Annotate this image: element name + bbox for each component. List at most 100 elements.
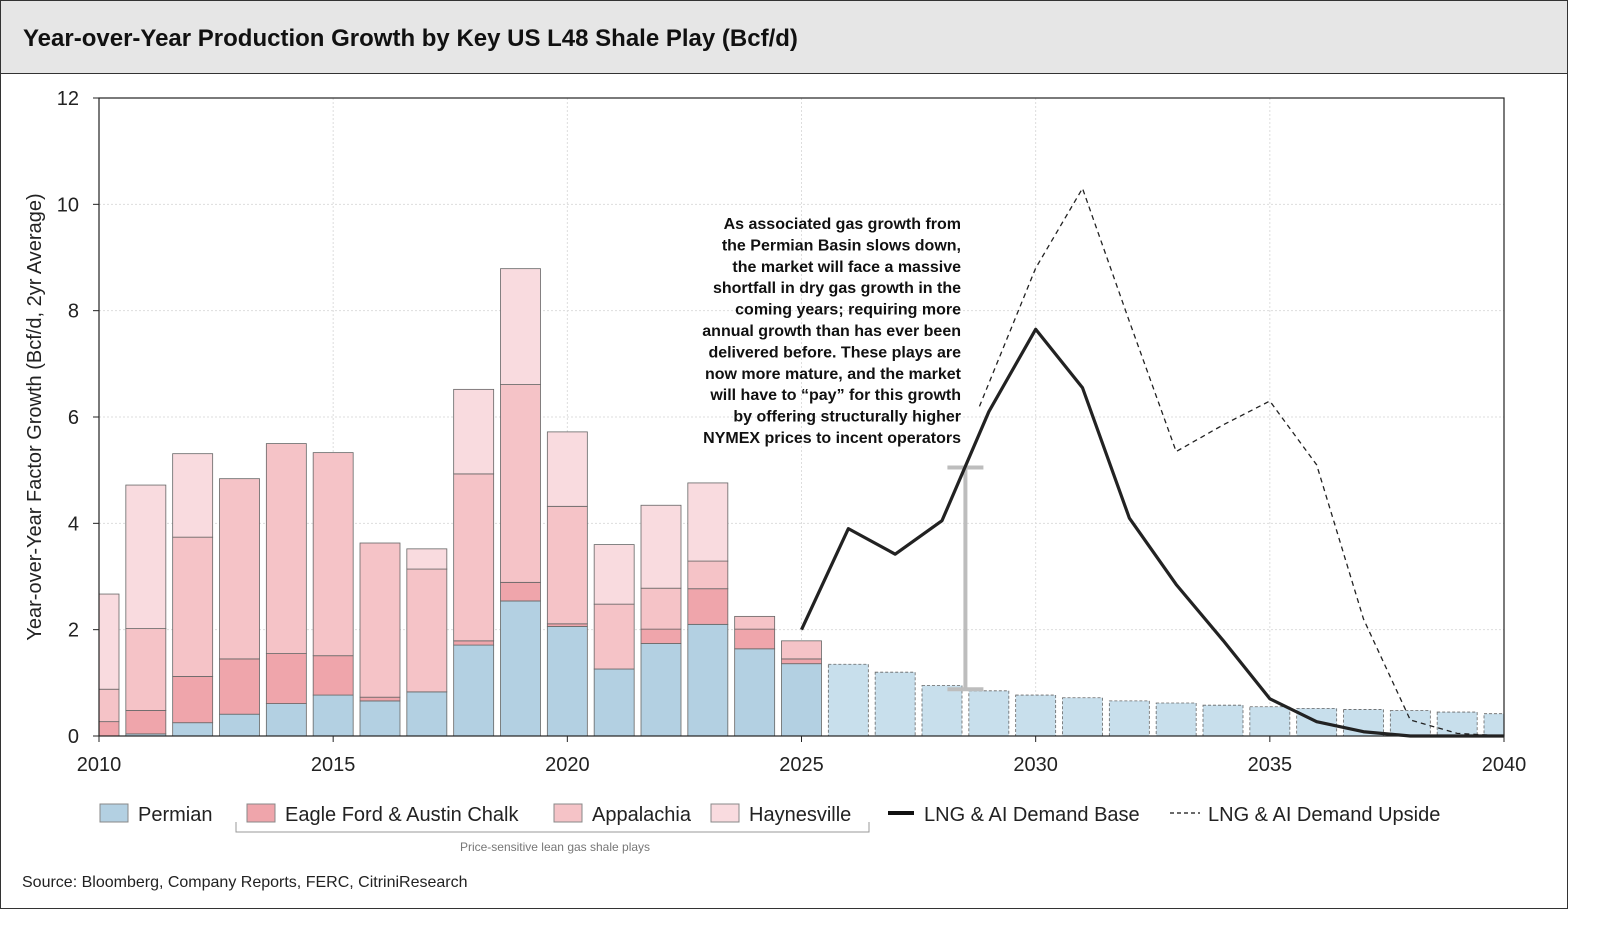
bar-permian-projected — [1249, 706, 1291, 736]
bar-eagle-ford-austin-chalk — [99, 721, 120, 736]
legend-swatch — [553, 803, 583, 823]
bar-haynesville — [125, 484, 167, 630]
bar-permian — [781, 663, 822, 736]
bar-permian-projected — [1155, 702, 1197, 736]
line-base — [800, 327, 1504, 738]
bar-appalachia — [125, 628, 167, 711]
x-tick-label: 2030 — [1013, 754, 1058, 776]
bar-permian — [687, 623, 729, 736]
y-tick-label: 8 — [68, 301, 79, 323]
bar-permian-projected — [968, 690, 1010, 736]
bar-appalachia — [546, 505, 588, 625]
annotation-line: shortfall in dry gas growth in the — [713, 280, 961, 297]
y-tick-label: 0 — [68, 726, 79, 748]
bar-permian — [453, 644, 495, 736]
annotation-line: coming years; requiring more — [735, 302, 961, 319]
bar-eagle-ford-austin-chalk — [219, 658, 260, 715]
bar-appalachia — [219, 478, 260, 660]
annotation-line: now more mature, and the market — [705, 366, 962, 383]
bar-permian-projected — [1202, 704, 1244, 736]
y-tick-label: 10 — [57, 194, 79, 216]
legend-label: Appalachia — [592, 804, 692, 826]
y-tick-label: 12 — [57, 88, 79, 110]
x-tick-label: 2035 — [1248, 754, 1293, 776]
bar-eagle-ford-austin-chalk — [500, 581, 541, 602]
bar-eagle-ford-austin-chalk — [734, 628, 776, 650]
bar-permian — [640, 643, 682, 736]
line-upside — [978, 186, 1505, 737]
bar-haynesville — [406, 548, 448, 570]
bar-permian-projected — [1062, 697, 1103, 736]
legend-group-label: Price-sensitive lean gas shale plays — [460, 840, 650, 854]
y-tick-label: 4 — [68, 513, 79, 535]
bar-permian-projected — [1108, 700, 1150, 736]
bar-appalachia — [593, 603, 635, 670]
x-tick-label: 2040 — [1482, 754, 1527, 776]
annotation-line: annual growth than has ever been — [702, 323, 961, 340]
annotation-line: the Permian Basin slows down, — [722, 237, 961, 254]
x-tick-label: 2025 — [779, 754, 824, 776]
source-note: Source: Bloomberg, Company Reports, FERC… — [22, 874, 468, 891]
chart-frame — [0, 0, 1568, 909]
bar-eagle-ford-austin-chalk — [640, 628, 682, 644]
annotation-line: by offering structurally higher — [733, 409, 961, 426]
bar-permian — [500, 600, 541, 736]
y-tick-label: 6 — [68, 407, 79, 429]
bar-haynesville — [172, 453, 214, 538]
bar-haynesville — [99, 593, 120, 690]
legend-label: Haynesville — [749, 804, 851, 826]
bar-eagle-ford-austin-chalk — [781, 658, 822, 665]
legend-swatch — [246, 803, 276, 823]
bar-permian-projected — [1015, 694, 1057, 736]
bar-eagle-ford-austin-chalk — [125, 710, 167, 735]
bar-permian — [546, 626, 588, 736]
bar-appalachia — [500, 384, 541, 583]
bar-permian — [219, 713, 260, 736]
bar-appalachia — [734, 615, 776, 630]
bar-appalachia — [99, 688, 120, 723]
annotation-line: NYMEX prices to incent operators — [703, 430, 961, 447]
annotation-line: As associated gas growth from — [724, 216, 961, 233]
x-tick-label: 2010 — [77, 754, 122, 776]
x-tick-label: 2015 — [311, 754, 356, 776]
bar-haynesville — [453, 388, 495, 475]
bar-appalachia — [453, 473, 495, 642]
chart-title: Year-over-Year Production Growth by Key … — [23, 25, 798, 52]
legend-group-bracket — [235, 822, 870, 833]
bar-haynesville — [500, 268, 541, 385]
bar-permian-projected — [1389, 710, 1431, 736]
bar-permian-projected — [827, 663, 869, 736]
legend-swatch — [710, 803, 740, 823]
x-tick-label: 2020 — [545, 754, 590, 776]
bar-permian-projected — [1483, 713, 1504, 736]
y-axis-label: Year-over-Year Factor Growth (Bcf/d, 2yr… — [24, 193, 46, 640]
bar-permian — [312, 694, 354, 736]
bar-eagle-ford-austin-chalk — [359, 696, 401, 702]
legend-label: Permian — [138, 804, 212, 826]
bar-appalachia — [781, 640, 822, 660]
bar-appalachia — [172, 536, 214, 677]
bar-permian-projected — [921, 685, 963, 736]
bar-appalachia — [359, 542, 401, 698]
bar-appalachia — [406, 568, 448, 693]
bar-appalachia — [312, 452, 354, 657]
bar-permian — [172, 722, 214, 736]
bar-haynesville — [593, 544, 635, 605]
bar-appalachia — [640, 587, 682, 630]
bar-eagle-ford-austin-chalk — [172, 676, 214, 724]
bar-haynesville — [546, 431, 588, 507]
bar-eagle-ford-austin-chalk — [265, 653, 307, 704]
header: Year-over-Year Production Growth by Key … — [1, 1, 1567, 74]
legend-label: Eagle Ford & Austin Chalk — [285, 804, 519, 826]
bar-permian-projected — [1436, 711, 1478, 736]
bar-eagle-ford-austin-chalk — [453, 640, 495, 646]
y-tick-label: 2 — [68, 620, 79, 642]
annotation-line: the market will face a massive — [732, 259, 961, 276]
bar-permian — [406, 691, 448, 736]
legend-label: LNG & AI Demand Base — [924, 804, 1140, 826]
bar-eagle-ford-austin-chalk — [687, 588, 729, 625]
bar-permian — [593, 668, 635, 736]
bar-haynesville — [687, 482, 729, 562]
legend-label: LNG & AI Demand Upside — [1208, 804, 1440, 826]
